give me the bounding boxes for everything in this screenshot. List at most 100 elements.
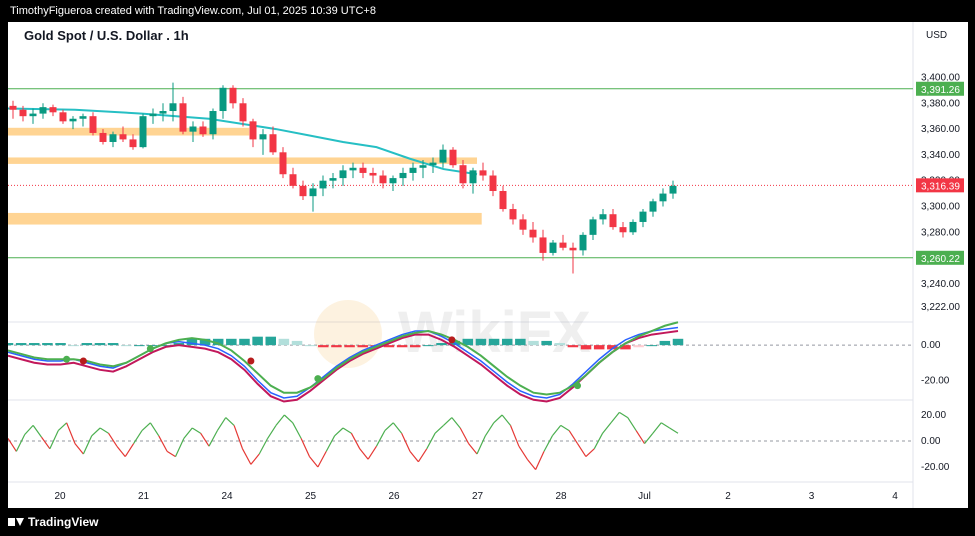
time-axis: 20 21 24 25 26 27 28 Jul 2 3 4 (54, 491, 898, 502)
candle-body (599, 214, 607, 220)
oscillator-segment (258, 438, 269, 455)
oscillator-segment (208, 430, 218, 447)
macd-histogram-bar (357, 345, 368, 348)
price-tick-label: 3,380.00 (921, 98, 960, 109)
oscillator-segment (375, 430, 386, 447)
macd-tick-label: 0.00 (921, 340, 941, 351)
candle-body (279, 152, 287, 175)
oscillator-segment (644, 432, 654, 444)
chart-area[interactable]: WikiFX 0.00 -20.00 20.00 0.00 -20.00 3,400.… (2, 22, 968, 508)
macd-histogram-bar (15, 343, 27, 346)
candle-body (109, 134, 117, 142)
candle-body (89, 116, 97, 133)
price-badge (916, 250, 964, 265)
oscillator-segment (283, 414, 294, 424)
candle-body (639, 211, 647, 222)
chart-title: Gold Spot / U.S. Dollar . 1h (24, 28, 189, 43)
candle-body (389, 178, 397, 184)
candle-body (179, 103, 187, 132)
horizontal-lines (8, 88, 913, 259)
macd-histogram-bar (42, 343, 53, 346)
candle-body (549, 242, 557, 253)
candle-body (449, 149, 457, 166)
oscillator-segment (459, 427, 470, 444)
macd-cross-marker (146, 345, 154, 353)
oscillator-segment (669, 427, 679, 434)
price-tick-label: 3,400.00 (921, 72, 960, 83)
time-tick-label: Jul (638, 491, 651, 502)
oscillator-segment (509, 425, 520, 447)
macd-histogram-bar (120, 345, 132, 347)
candle-body (589, 219, 597, 235)
macd-histogram-bar (252, 336, 263, 346)
price-badge-label: 3,260.22 (921, 254, 960, 265)
macd-pane: 0.00 -20.00 (2, 321, 950, 403)
macd-histogram-bar (672, 338, 684, 346)
macd-histogram-bar (423, 345, 434, 347)
candle-body (59, 112, 67, 122)
tradingview-logo[interactable]: TradingView (8, 515, 98, 529)
price-tick-label: 3,360.00 (921, 124, 960, 135)
tradingview-brand: TradingView (28, 515, 99, 529)
candle-body (669, 185, 677, 194)
candle-body (269, 134, 277, 153)
price-chart-svg[interactable]: WikiFX 0.00 -20.00 20.00 0.00 -20.00 3,400.… (2, 22, 968, 508)
oscillator-segment (250, 453, 260, 465)
macd-histogram-bar (226, 338, 237, 346)
oscillator-segment (241, 448, 252, 465)
candle-body (479, 170, 487, 176)
oscillator-segment (133, 430, 143, 444)
time-tick-label: 25 (305, 491, 317, 502)
macd-histogram-bar (94, 343, 106, 346)
price-badge-label: 3,316.39 (921, 181, 960, 192)
oscillator-segment (49, 430, 59, 450)
price-tick-label: 3,222.00 (921, 302, 960, 313)
oscillator-segment (174, 438, 185, 457)
candle-body (329, 178, 337, 181)
oscillator-segment (183, 427, 193, 439)
candle-body (489, 175, 497, 191)
oscillator-segment (543, 435, 553, 452)
oscillator-segment (267, 425, 277, 439)
candle-body (149, 113, 157, 117)
oscillator-tick-label: 0.00 (921, 436, 941, 447)
candle-body (349, 167, 357, 171)
macd-tick-label: -20.00 (921, 375, 950, 386)
macd-histogram-bar (659, 340, 671, 346)
oscillator-segment (635, 430, 646, 444)
oscillator-segment (392, 422, 403, 434)
price-axis: 3,400.003,380.003,360.003,340.003,320.00… (921, 72, 960, 313)
candle-body (469, 170, 477, 184)
oscillator-segment (200, 432, 210, 447)
oscillator-segment (41, 436, 51, 450)
oscillator-segment (526, 458, 537, 470)
candle-body (249, 121, 257, 140)
macd-histogram-bar (212, 338, 224, 346)
oscillator-segment (216, 417, 227, 431)
candle-body (189, 126, 197, 132)
oscillator-segment (359, 448, 369, 460)
candle-body (369, 172, 377, 176)
price-tick-label: 3,300.00 (921, 201, 960, 212)
candle-body (99, 132, 107, 142)
candle-body (39, 107, 47, 114)
time-tick-label: 24 (221, 491, 233, 502)
oscillator-segment (233, 425, 244, 450)
oscillator-segment (342, 427, 352, 434)
candle-body (649, 201, 657, 212)
candle-body (169, 103, 177, 112)
ma-line (7, 107, 478, 176)
oscillator-segment (501, 414, 511, 426)
oscillator-segment (401, 432, 411, 452)
macd-histogram-bar (580, 345, 592, 350)
candle-body (619, 227, 627, 233)
macd-histogram-bar (239, 338, 250, 346)
oscillator-segment (7, 438, 17, 452)
macd-cross-marker (448, 336, 456, 344)
candle-body (219, 87, 227, 112)
candle-body (119, 134, 127, 140)
oscillator-segment (619, 411, 629, 419)
macd-histogram-bar (567, 345, 579, 348)
time-tick-label: 20 (54, 491, 66, 502)
macd-histogram-bar (344, 345, 355, 348)
